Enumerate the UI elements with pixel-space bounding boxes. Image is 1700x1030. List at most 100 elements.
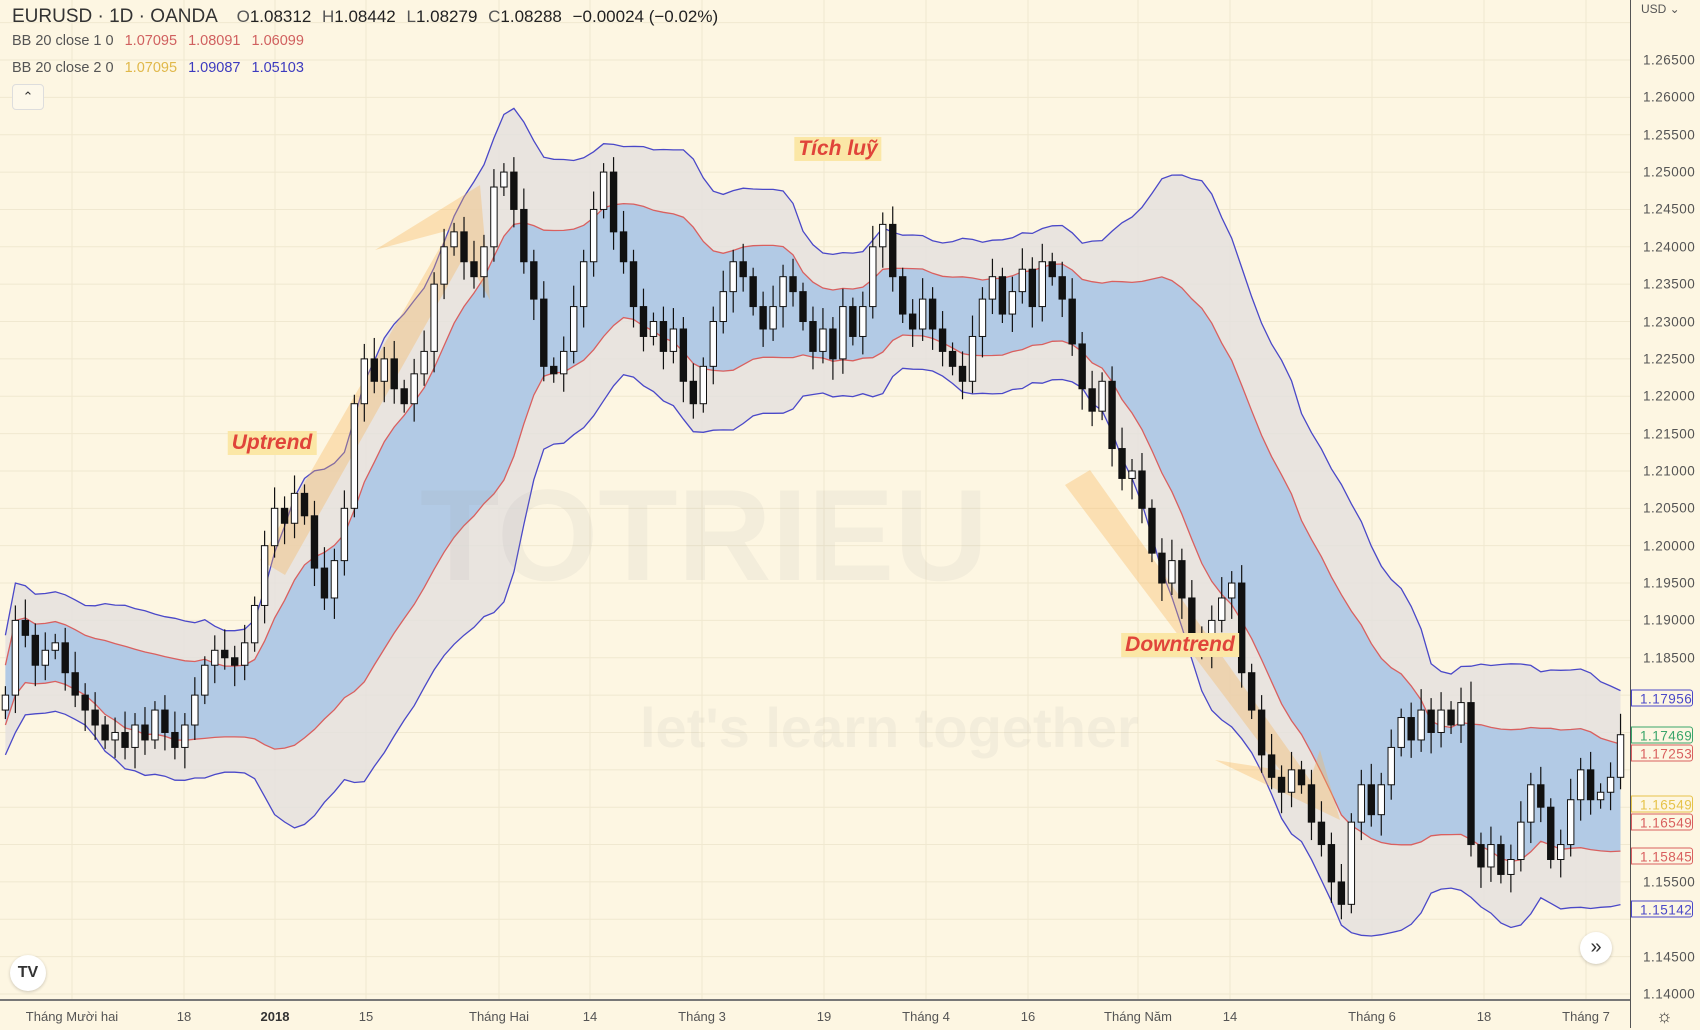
price-badge: 1.17956 bbox=[1631, 689, 1693, 707]
candle-up bbox=[1287, 769, 1296, 793]
time-tick-label: Tháng 4 bbox=[902, 1009, 950, 1024]
candle-up bbox=[1566, 799, 1575, 846]
candle-down bbox=[1427, 709, 1435, 733]
candle-down bbox=[1317, 821, 1326, 846]
candle-up bbox=[420, 350, 428, 375]
open-value: 1.08312 bbox=[249, 7, 312, 26]
candle-up bbox=[709, 321, 717, 367]
indicator-bb2[interactable]: BB 20 close 2 0 1.07095 1.09087 1.05103 bbox=[12, 60, 311, 76]
candle-up bbox=[1018, 268, 1027, 293]
candle-up bbox=[1606, 776, 1615, 793]
price-tick-label: 1.22000 bbox=[1643, 388, 1696, 404]
candle-down bbox=[829, 328, 837, 360]
candle-down bbox=[61, 642, 69, 674]
price-tick-label: 1.26000 bbox=[1643, 89, 1696, 105]
candle-down bbox=[1118, 448, 1126, 479]
candle-down bbox=[659, 321, 668, 352]
candle-up bbox=[260, 545, 269, 606]
candle-up bbox=[450, 231, 458, 248]
candle-down bbox=[1068, 298, 1076, 345]
candle-up bbox=[918, 298, 927, 330]
candle-down bbox=[460, 231, 468, 263]
tradingview-logo[interactable]: TV bbox=[10, 955, 46, 991]
candle-down bbox=[889, 223, 897, 278]
candle-up bbox=[430, 283, 438, 352]
time-tick-label: Tháng 7 bbox=[1562, 1009, 1610, 1024]
candle-up bbox=[649, 321, 658, 337]
price-axis[interactable]: USD ⌄ 1.14000 1.14500 1.15500 1.18500 1.1900… bbox=[1630, 0, 1700, 1028]
candle-up bbox=[500, 171, 508, 188]
settings-gear-icon[interactable]: ☼ bbox=[1656, 1006, 1673, 1026]
time-tick-label: 14 bbox=[1222, 1009, 1238, 1024]
candle-up bbox=[1527, 784, 1535, 823]
candle-down bbox=[749, 276, 757, 308]
candle-up bbox=[290, 492, 299, 524]
candle-up bbox=[350, 403, 359, 509]
price-badge: 1.15845 bbox=[1631, 847, 1693, 865]
price-chart[interactable] bbox=[0, 0, 1630, 1000]
indicator-bb1[interactable]: BB 20 close 1 0 1.07095 1.08091 1.06099 bbox=[12, 33, 311, 49]
candle-up bbox=[599, 171, 608, 210]
candle-down bbox=[1048, 261, 1056, 278]
candle-down bbox=[280, 507, 289, 524]
currency-selector[interactable]: USD ⌄ bbox=[1641, 2, 1680, 16]
candle-down bbox=[1537, 784, 1545, 808]
candle-up bbox=[988, 276, 997, 300]
indicator-value: 1.07095 bbox=[124, 60, 178, 76]
indicator-label: BB 20 close 2 0 bbox=[12, 60, 114, 76]
candle-up bbox=[41, 649, 49, 666]
price-badge: 1.17469 bbox=[1631, 726, 1693, 744]
candle-down bbox=[1467, 702, 1475, 846]
candle-down bbox=[1247, 672, 1256, 711]
candle-down bbox=[629, 261, 638, 308]
candle-down bbox=[938, 328, 947, 352]
candle-down bbox=[1178, 560, 1186, 599]
candle-up bbox=[869, 246, 877, 308]
candle-up bbox=[1218, 597, 1226, 621]
candle-up bbox=[1517, 821, 1525, 861]
double-chevron-right-icon: » bbox=[1590, 936, 1602, 958]
candle-down bbox=[689, 380, 698, 405]
candle-up bbox=[968, 335, 977, 382]
price-tick-label: 1.21000 bbox=[1643, 463, 1696, 479]
time-tick-label: 18 bbox=[1476, 1009, 1492, 1024]
price-tick-label: 1.24000 bbox=[1643, 239, 1696, 255]
candle-down bbox=[1078, 343, 1086, 390]
symbol-legend[interactable]: EURUSD · 1D · OANDA O1.08312 H1.08442 L1… bbox=[12, 6, 724, 28]
close-label: C bbox=[488, 7, 501, 26]
candle-up bbox=[1616, 734, 1625, 778]
candle-down bbox=[91, 709, 99, 726]
price-tick-label: 1.14000 bbox=[1643, 986, 1696, 1002]
candle-down bbox=[849, 306, 857, 337]
time-tick-label: Tháng Mười hai bbox=[25, 1009, 119, 1024]
time-tick-label: 14 bbox=[582, 1009, 598, 1024]
collapse-legend-button[interactable]: ⌃ bbox=[12, 84, 44, 110]
indicator-value: 1.05103 bbox=[251, 60, 304, 76]
candle-down bbox=[231, 657, 239, 666]
price-tick-label: 1.18500 bbox=[1643, 650, 1696, 666]
candle-up bbox=[191, 694, 199, 726]
candle-up bbox=[380, 358, 388, 382]
price-tick-label: 1.14500 bbox=[1643, 949, 1696, 965]
candle-up bbox=[1098, 380, 1106, 412]
candle-down bbox=[739, 261, 747, 278]
price-badge: 1.16549 bbox=[1631, 795, 1693, 813]
symbol-title: EURUSD · 1D · OANDA bbox=[12, 6, 218, 27]
scroll-to-latest-button[interactable]: » bbox=[1580, 932, 1612, 964]
candle-down bbox=[1497, 844, 1505, 875]
time-tick-label: 18 bbox=[176, 1009, 192, 1024]
candle-up bbox=[1, 694, 10, 711]
annotation-downtrend: Downtrend bbox=[1121, 633, 1239, 657]
candle-down bbox=[530, 261, 538, 300]
candle-up bbox=[1457, 702, 1465, 726]
time-axis[interactable]: Tháng Mười hai 18 2018 15 Tháng Hai 14 Tháng 3… bbox=[0, 999, 1630, 1030]
price-tick-label: 1.21500 bbox=[1643, 426, 1696, 442]
price-tick-label: 1.20500 bbox=[1643, 500, 1696, 516]
candle-up bbox=[131, 724, 139, 748]
candle-down bbox=[789, 276, 797, 293]
candle-down bbox=[1327, 844, 1336, 883]
candle-up bbox=[1377, 784, 1385, 816]
candle-down bbox=[799, 291, 807, 323]
low-value: 1.08279 bbox=[415, 7, 478, 26]
candle-up bbox=[490, 186, 498, 248]
